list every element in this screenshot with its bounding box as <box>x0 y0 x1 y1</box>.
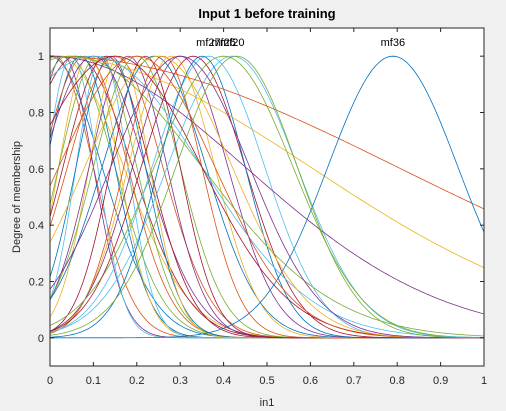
mf-curve-mf36 <box>50 55 484 339</box>
mf-curve-mf31 <box>50 55 484 268</box>
y-tick-label-3: 0.6 <box>29 164 44 176</box>
x-tick-label-5: 0.5 <box>259 375 274 387</box>
mf-curve-mf39 <box>50 55 484 339</box>
mf-curve-mf40 <box>50 55 484 339</box>
chart-title: Input 1 before training <box>198 6 335 21</box>
axes-background <box>50 28 484 366</box>
mf-curve-mf33 <box>50 55 484 337</box>
x-tick-label-2: 0.2 <box>129 375 144 387</box>
x-axis-label: in1 <box>260 397 275 409</box>
mf-label-mf36: mf36 <box>381 37 405 49</box>
y-tick-label-4: 0.8 <box>29 108 44 120</box>
mf-curve-mf32 <box>50 55 484 315</box>
y-tick-label-1: 0.2 <box>29 277 44 289</box>
membership-curves <box>50 55 484 339</box>
x-tick-label-8: 0.8 <box>390 375 405 387</box>
y-axis-label: Degree of membership <box>11 141 23 253</box>
x-tick-label-3: 0.3 <box>173 375 188 387</box>
x-tick-label-1: 0.1 <box>86 375 101 387</box>
x-tick-label-0: 0 <box>47 375 53 387</box>
mf-label-mf26: mf26 <box>211 37 235 49</box>
y-tick-label-2: 0.4 <box>29 220 44 232</box>
mf-curve-mf30 <box>50 55 484 210</box>
mf-curve-mf20 <box>50 55 484 339</box>
x-tick-label-10: 1 <box>481 375 487 387</box>
x-tick-label-4: 0.4 <box>216 375 231 387</box>
y-tick-label-0: 0 <box>38 333 44 345</box>
x-tick-label-7: 0.7 <box>346 375 361 387</box>
x-tick-label-6: 0.6 <box>303 375 318 387</box>
mf-label-mf27: mf27 <box>196 37 220 49</box>
mf-curve-mf34 <box>50 55 484 338</box>
y-tick-label-5: 1 <box>38 51 44 63</box>
x-tick-label-9: 0.9 <box>433 375 448 387</box>
mf-label-mf20: mf20 <box>220 37 244 49</box>
ticks: 0 0.1 0.2 0.3 0.4 0.5 0.6 0.7 0.8 0.9 1 0 0.2 0.4 0.6 0… <box>29 28 487 387</box>
